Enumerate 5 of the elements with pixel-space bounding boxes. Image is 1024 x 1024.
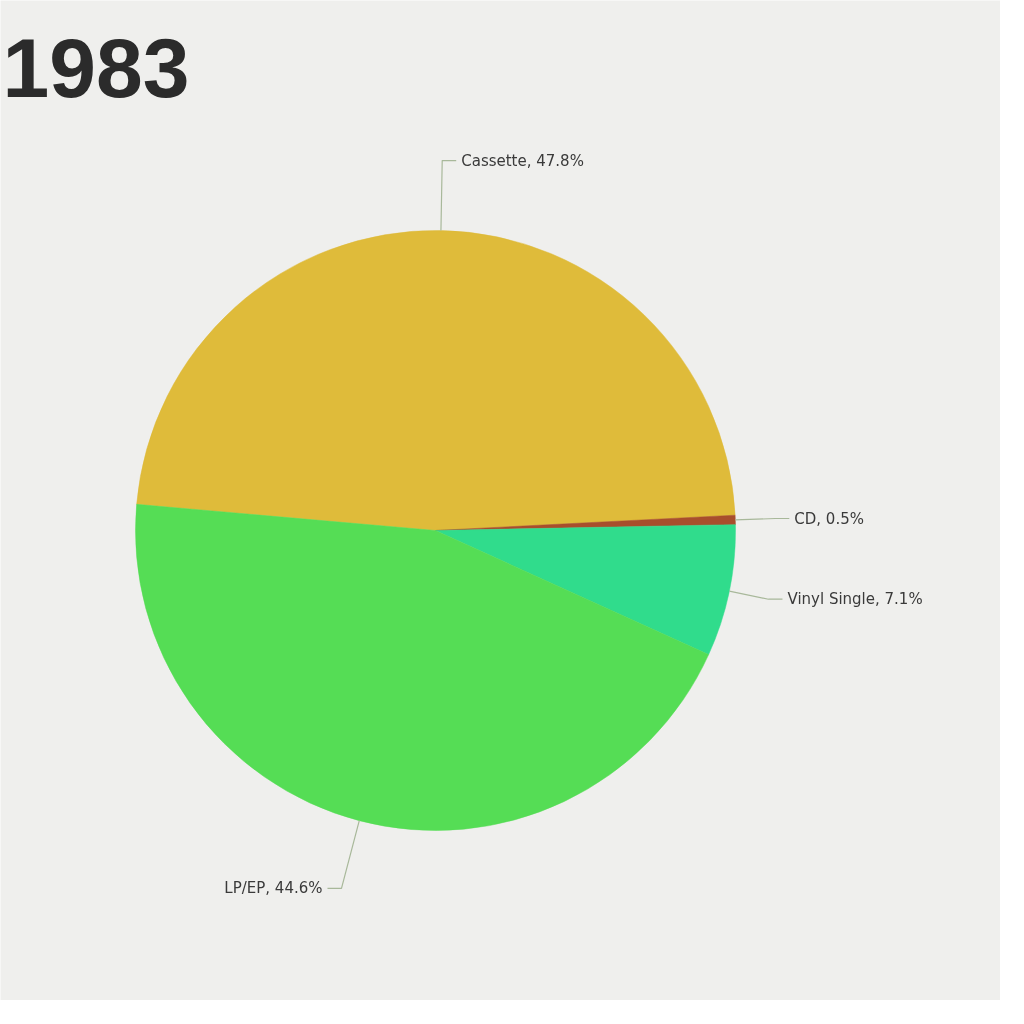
- slice-label: Cassette, 47.8%: [461, 151, 584, 170]
- slice-label: Vinyl Single, 7.1%: [787, 590, 923, 609]
- slice-label: CD, 0.5%: [794, 509, 864, 528]
- chart-title: 1983: [2, 20, 190, 115]
- slice-label: LP/EP, 44.6%: [224, 879, 323, 898]
